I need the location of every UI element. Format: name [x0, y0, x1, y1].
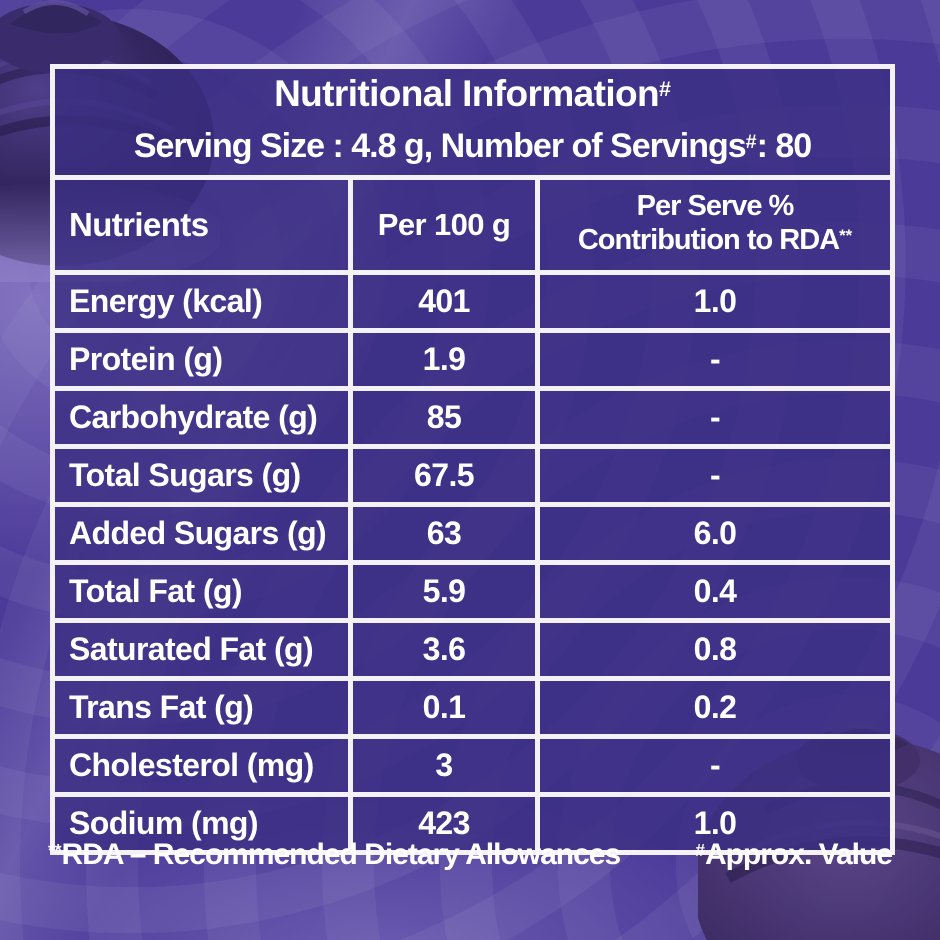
rda-footnote-text: RDA – Recommended Dietary Allowances [61, 838, 622, 871]
per-serve-line1: Per Serve % [636, 190, 795, 222]
per-100g-value-cell: 85 [348, 386, 540, 449]
per-100g-value-cell: 3.6 [348, 618, 540, 681]
rda-value-cell: 6.0 [534, 502, 896, 565]
nutrient-name-cell: Total Fat (g) [50, 560, 353, 623]
table-row: Carbohydrate (g) 85 - [50, 386, 896, 449]
serving-count: : 80 [756, 127, 813, 165]
title-text: Nutritional Information [274, 73, 660, 114]
title-row: Nutritional Information# Serving Size : … [49, 64, 896, 180]
rda-value-cell: - [534, 444, 896, 507]
rda-value-cell: - [534, 386, 896, 449]
serving-size-line: Serving Size : 4.8 g, Number of Servings… [58, 123, 888, 173]
nutrition-table: Nutritional Information# Serving Size : … [49, 64, 896, 855]
rda-value-cell: - [534, 328, 896, 391]
table-row: Total Sugars (g) 67.5 - [50, 444, 896, 507]
column-header-per-serve-rda: Per Serve % Contribution to RDA** [534, 175, 896, 275]
per-100g-value-cell: 63 [348, 502, 540, 565]
serving-superscript: # [745, 131, 757, 154]
nutrition-table-container: Nutritional Information# Serving Size : … [49, 64, 896, 855]
column-header-row: Nutrients Per 100 g Per Serve % Contribu… [50, 175, 896, 275]
nutrient-name-cell: Cholesterol (mg) [50, 734, 353, 797]
per-serve-line2-text: Contribution to RDA [577, 224, 840, 256]
approx-footnote-superscript: # [695, 840, 705, 861]
rda-value-cell: - [534, 734, 896, 797]
serving-text: Serving Size : 4.8 g, Number of Servings [133, 127, 747, 165]
per-100g-value-cell: 401 [348, 270, 540, 333]
table-title: Nutritional Information# [58, 72, 888, 124]
table-row: Trans Fat (g) 0.1 0.2 [50, 676, 896, 739]
nutrient-name-cell: Total Sugars (g) [50, 444, 353, 507]
per-100g-value-cell: 0.1 [348, 676, 540, 739]
per-100g-value-cell: 67.5 [348, 444, 540, 507]
rda-value-cell: 0.8 [534, 618, 896, 681]
footnotes: **RDA – Recommended Dietary Allowances #… [48, 838, 893, 872]
table-row: Total Fat (g) 5.9 0.4 [50, 560, 896, 623]
rda-value-cell: 1.0 [534, 792, 896, 855]
table-row: Cholesterol (mg) 3 - [50, 734, 896, 797]
nutrient-name-cell: Protein (g) [50, 328, 353, 391]
per-100g-value-cell: 1.9 [348, 328, 540, 391]
column-header-nutrients: Nutrients [50, 175, 353, 275]
nutrient-name-cell: Saturated Fat (g) [50, 618, 353, 681]
column-header-per-100g: Per 100 g [348, 175, 540, 275]
approx-footnote-text: Approx. Value [704, 838, 893, 871]
rda-value-cell: 0.2 [534, 676, 896, 739]
per-100g-value-cell: 5.9 [348, 560, 540, 623]
rda-footnote: **RDA – Recommended Dietary Allowances [48, 838, 622, 872]
table-row: Sodium (mg) 423 1.0 [50, 792, 896, 855]
rda-value-cell: 0.4 [534, 560, 896, 623]
nutrient-name-cell: Trans Fat (g) [50, 676, 353, 739]
approx-footnote: #Approx. Value [695, 838, 893, 872]
table-row: Saturated Fat (g) 3.6 0.8 [50, 618, 896, 681]
per-100g-value-cell: 423 [348, 792, 540, 855]
nutrient-name-cell: Energy (kcal) [50, 270, 353, 333]
nutrient-name-cell: Added Sugars (g) [50, 502, 353, 565]
rda-footnote-superscript: ** [48, 840, 62, 861]
table-row: Energy (kcal) 401 1.0 [50, 270, 896, 333]
table-row: Protein (g) 1.9 - [50, 328, 896, 391]
per-serve-line2: Contribution to RDA** [543, 223, 888, 261]
nutrient-name-cell: Sodium (mg) [50, 792, 353, 855]
per-100g-value-cell: 3 [348, 734, 540, 797]
table-title-cell: Nutritional Information# Serving Size : … [49, 64, 896, 180]
nutrient-name-cell: Carbohydrate (g) [50, 386, 353, 449]
table-row: Added Sugars (g) 63 6.0 [50, 502, 896, 565]
title-superscript: # [659, 77, 671, 102]
rda-value-cell: 1.0 [534, 270, 896, 333]
rda-superscript: ** [839, 226, 853, 246]
